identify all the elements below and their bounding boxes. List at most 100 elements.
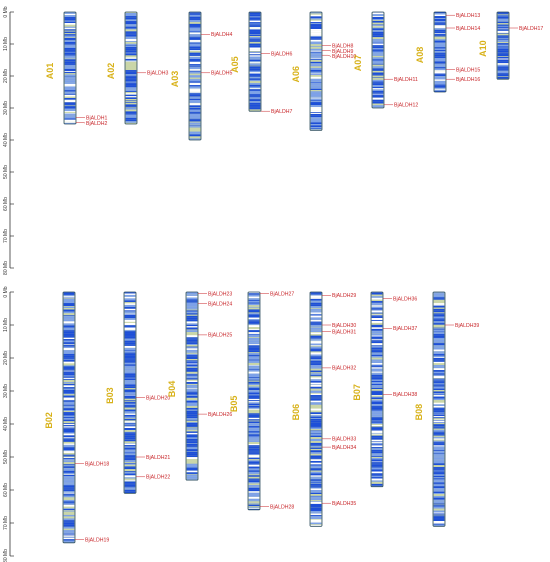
density-band xyxy=(64,68,76,71)
density-band xyxy=(310,320,322,322)
density-band xyxy=(124,367,136,369)
density-band xyxy=(125,89,137,92)
density-band xyxy=(63,509,75,511)
density-band xyxy=(189,70,201,72)
density-band xyxy=(63,366,75,368)
density-band xyxy=(189,138,201,140)
density-band xyxy=(63,303,75,306)
density-band xyxy=(433,345,445,347)
density-band xyxy=(63,298,75,299)
density-band xyxy=(248,466,260,469)
density-band xyxy=(249,63,261,65)
density-band xyxy=(310,467,322,469)
density-band xyxy=(433,491,445,494)
density-band xyxy=(186,342,198,344)
density-band xyxy=(125,52,137,54)
density-band xyxy=(433,460,445,462)
density-band xyxy=(63,455,75,457)
density-band xyxy=(310,122,322,125)
gene-label: BjALDH13 xyxy=(456,13,480,19)
density-band xyxy=(186,358,198,361)
scale-tick-label: 20 Mb xyxy=(3,351,9,365)
density-band xyxy=(433,385,445,387)
density-band xyxy=(124,481,136,482)
density-band xyxy=(249,79,261,81)
density-band xyxy=(64,41,76,44)
density-band xyxy=(434,22,446,24)
density-band xyxy=(371,385,383,388)
density-band xyxy=(248,302,260,304)
density-band xyxy=(248,306,260,308)
chromosome-label: A10 xyxy=(478,40,488,57)
density-band xyxy=(186,432,198,435)
density-band xyxy=(189,88,201,90)
density-band xyxy=(186,428,198,430)
density-band xyxy=(248,313,260,315)
density-band xyxy=(310,115,322,118)
density-band xyxy=(372,46,384,49)
density-band xyxy=(125,105,137,107)
density-band xyxy=(189,93,201,95)
gene-label: BjALDH10 xyxy=(332,54,356,60)
density-band xyxy=(433,383,445,385)
gene-label: BjALDH39 xyxy=(455,323,479,329)
chromosome-a02: A02 BjALDH3 xyxy=(106,11,168,125)
density-band xyxy=(310,307,322,309)
density-band xyxy=(310,450,322,453)
density-band xyxy=(63,533,75,535)
density-band xyxy=(125,41,137,42)
density-band xyxy=(310,453,322,456)
density-band xyxy=(189,134,201,137)
density-band xyxy=(310,404,322,405)
gene-label: BjALDH21 xyxy=(146,455,170,461)
density-band xyxy=(310,305,322,307)
gene-label: BjALDH1 xyxy=(86,115,107,121)
density-band xyxy=(372,57,384,60)
chromosome-label: A05 xyxy=(230,56,240,73)
density-band xyxy=(125,61,137,64)
density-band xyxy=(125,20,137,22)
density-band xyxy=(124,481,136,484)
density-band xyxy=(310,44,322,46)
density-band xyxy=(124,449,136,451)
density-band xyxy=(186,343,198,345)
density-band xyxy=(249,95,261,97)
density-band xyxy=(64,102,76,105)
density-band xyxy=(124,445,136,447)
density-band xyxy=(248,419,260,421)
density-band xyxy=(189,82,201,84)
density-band xyxy=(372,92,384,94)
density-band xyxy=(124,407,136,410)
density-band xyxy=(310,384,322,387)
density-band xyxy=(310,73,322,75)
density-band xyxy=(249,16,261,18)
chromosome-outline xyxy=(63,11,77,125)
density-band xyxy=(371,427,383,430)
density-band xyxy=(310,294,322,296)
density-band xyxy=(371,381,383,384)
density-band xyxy=(64,73,76,75)
density-band xyxy=(310,482,322,484)
density-band xyxy=(310,125,322,128)
density-band xyxy=(371,393,383,396)
density-band xyxy=(186,426,198,428)
density-band xyxy=(63,399,75,401)
density-band xyxy=(186,292,198,295)
density-band xyxy=(371,433,383,434)
density-band xyxy=(125,81,137,83)
density-band xyxy=(63,378,75,380)
density-band xyxy=(124,480,136,482)
density-band xyxy=(64,24,76,27)
density-band xyxy=(124,403,136,406)
density-band xyxy=(124,298,136,301)
chromosome-label: A08 xyxy=(415,47,425,64)
density-band xyxy=(125,31,137,33)
density-band xyxy=(189,83,201,86)
chromosome-outline xyxy=(185,291,199,481)
density-band xyxy=(124,433,136,436)
density-band xyxy=(497,37,509,39)
density-band xyxy=(371,433,383,435)
density-band xyxy=(310,66,322,68)
density-band xyxy=(371,476,383,478)
